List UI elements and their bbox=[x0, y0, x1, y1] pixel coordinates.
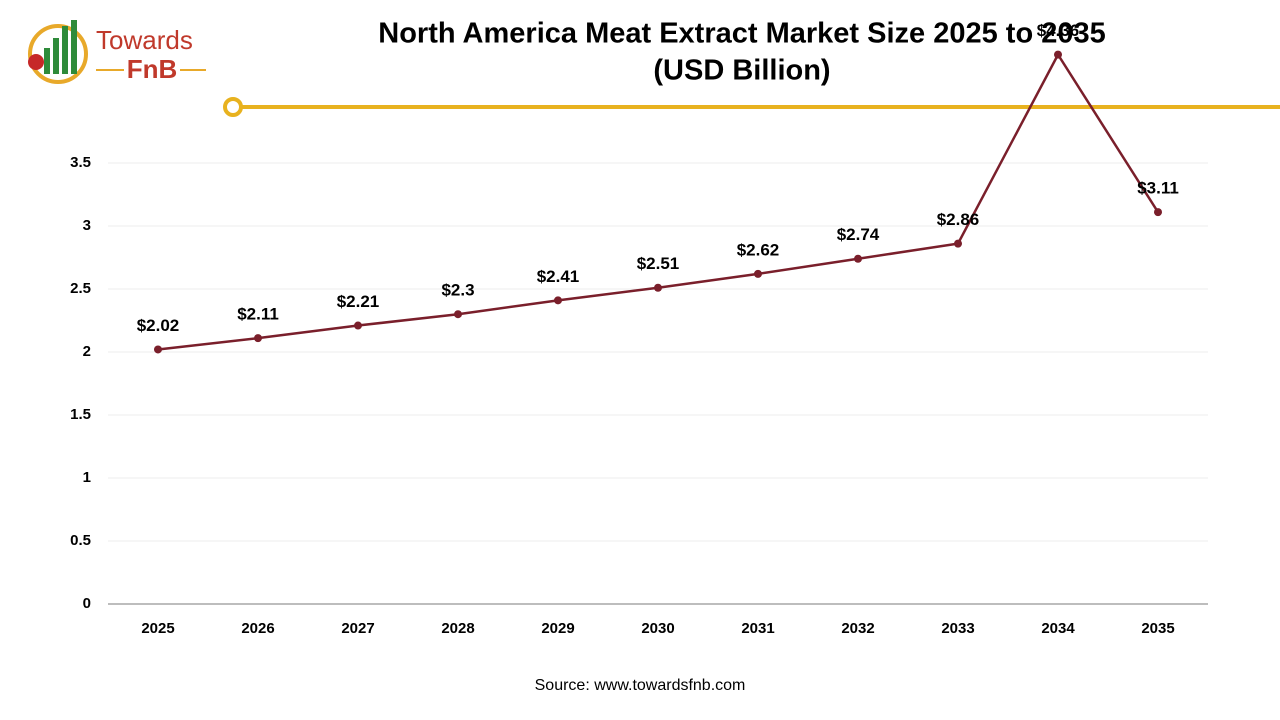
y-tick-label: 2.5 bbox=[70, 280, 91, 297]
data-point bbox=[1054, 50, 1062, 59]
x-tick-label: 2030 bbox=[641, 620, 674, 637]
logo-bar bbox=[53, 38, 59, 74]
data-label: $2.41 bbox=[537, 267, 580, 286]
y-tick-label: 1.5 bbox=[70, 406, 91, 423]
data-point bbox=[154, 345, 162, 354]
data-point bbox=[554, 296, 562, 305]
x-tick-label: 2031 bbox=[741, 620, 774, 637]
data-label: $2.86 bbox=[937, 210, 980, 229]
chart-subtitle: (USD Billion) bbox=[653, 55, 830, 87]
data-label: $2.21 bbox=[337, 292, 380, 311]
y-tick-label: 0 bbox=[83, 595, 91, 612]
data-point bbox=[654, 283, 662, 292]
y-tick-label: 0.5 bbox=[70, 532, 91, 549]
data-label: $4.36 bbox=[1037, 21, 1080, 40]
data-point bbox=[954, 239, 962, 248]
data-point bbox=[1154, 208, 1162, 217]
x-tick-label: 2028 bbox=[441, 620, 474, 637]
x-tick-label: 2032 bbox=[841, 620, 874, 637]
data-point bbox=[754, 269, 762, 278]
x-tick-label: 2026 bbox=[241, 620, 274, 637]
x-tick-label: 2029 bbox=[541, 620, 574, 637]
x-tick-label: 2035 bbox=[1141, 620, 1174, 637]
logo-bar bbox=[71, 20, 77, 74]
data-label: $2.11 bbox=[237, 305, 279, 324]
chart-title: North America Meat Extract Market Size 2… bbox=[378, 18, 1105, 50]
y-tick-label: 3 bbox=[83, 217, 91, 234]
logo-fruit bbox=[28, 54, 44, 70]
y-tick-label: 2 bbox=[83, 343, 91, 360]
logo-bar bbox=[62, 26, 68, 74]
x-tick-label: 2025 bbox=[141, 620, 174, 637]
logo-ring bbox=[28, 24, 88, 84]
x-tick-label: 2027 bbox=[341, 620, 374, 637]
x-tick-label: 2033 bbox=[941, 620, 974, 637]
data-point bbox=[254, 334, 262, 343]
data-point bbox=[854, 254, 862, 263]
data-label: $2.62 bbox=[737, 240, 780, 259]
source-note: Source: www.towardsfnb.com bbox=[535, 677, 746, 694]
logo-text: Towards bbox=[96, 25, 193, 55]
header-dot bbox=[223, 97, 243, 117]
y-tick-label: 1 bbox=[83, 469, 91, 486]
data-label: $2.02 bbox=[137, 316, 180, 335]
data-label: $2.3 bbox=[441, 281, 474, 300]
data-point bbox=[454, 310, 462, 319]
logo: Towards FnB bbox=[28, 20, 206, 84]
data-label: $2.74 bbox=[837, 225, 880, 244]
data-point bbox=[354, 321, 362, 330]
data-label: $3.11 bbox=[1137, 179, 1179, 198]
x-tick-label: 2034 bbox=[1041, 620, 1075, 637]
logo-bar bbox=[44, 48, 50, 74]
logo-text: FnB bbox=[127, 54, 178, 84]
data-label: $2.51 bbox=[637, 254, 680, 273]
y-tick-label: 3.5 bbox=[70, 154, 91, 171]
